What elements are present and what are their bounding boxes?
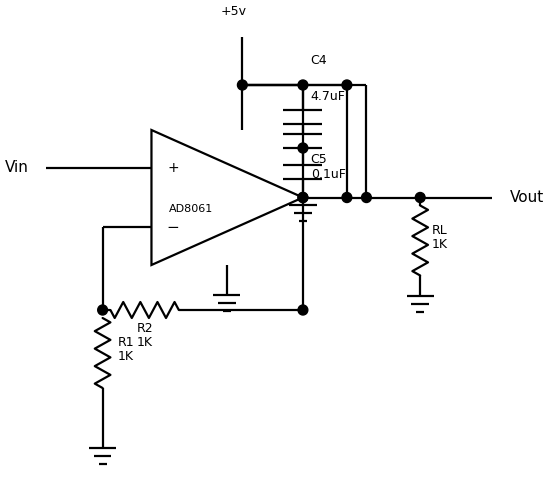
- Circle shape: [298, 80, 308, 90]
- Circle shape: [298, 193, 308, 203]
- Circle shape: [98, 305, 107, 315]
- Circle shape: [415, 193, 425, 203]
- Text: Vin: Vin: [5, 160, 29, 175]
- Circle shape: [298, 143, 308, 153]
- Text: C5: C5: [311, 153, 327, 166]
- Text: −: −: [167, 220, 179, 235]
- Text: 1K: 1K: [117, 350, 133, 363]
- Text: R2: R2: [136, 322, 153, 335]
- Circle shape: [298, 193, 308, 203]
- Text: 1K: 1K: [432, 238, 448, 250]
- Circle shape: [361, 193, 371, 203]
- Text: RL: RL: [432, 224, 448, 237]
- Text: AD8061: AD8061: [169, 205, 213, 215]
- Text: 0.1uF: 0.1uF: [311, 168, 345, 181]
- Text: 1K: 1K: [136, 336, 152, 349]
- Text: Vout: Vout: [510, 190, 544, 205]
- Text: R1: R1: [117, 336, 134, 349]
- Text: C4: C4: [311, 54, 327, 67]
- Circle shape: [298, 305, 308, 315]
- Circle shape: [342, 193, 352, 203]
- Circle shape: [238, 80, 248, 90]
- Text: +: +: [167, 161, 179, 175]
- Circle shape: [342, 80, 352, 90]
- Text: 4.7uF: 4.7uF: [311, 90, 345, 103]
- Text: +5v: +5v: [221, 5, 247, 18]
